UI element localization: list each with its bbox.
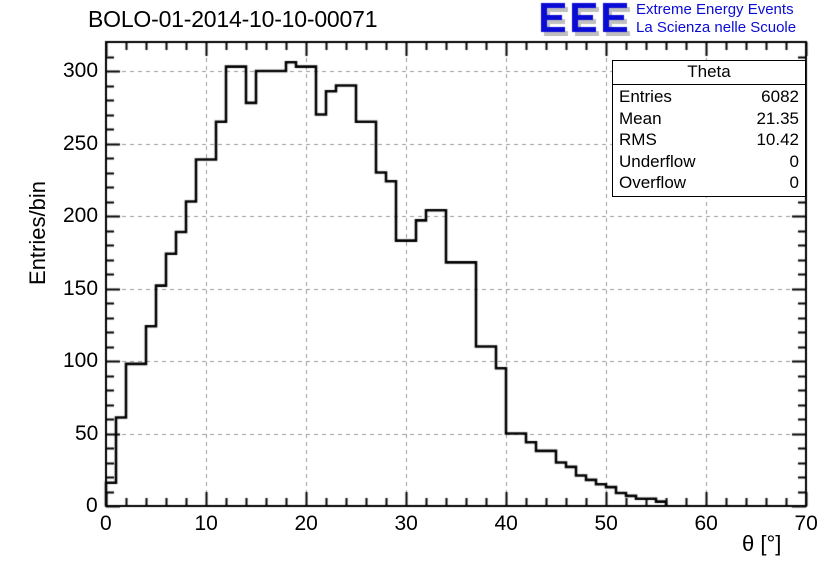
x-tick-label: 10 xyxy=(194,512,218,535)
y-tick-label: 50 xyxy=(75,421,99,445)
y-tick-label: 100 xyxy=(63,349,99,372)
stats-row-key: Mean xyxy=(619,108,662,128)
stats-row: Underflow 0 xyxy=(619,151,799,173)
x-tick-label: 30 xyxy=(394,512,418,535)
eee-logo: Extreme Energy Events La Scienza nelle S… xyxy=(540,1,836,39)
page-title: BOLO-01-2014-10-10-00071 xyxy=(88,6,378,32)
eee-logo-mark xyxy=(540,2,632,36)
stats-row: Entries 6082 xyxy=(619,86,799,108)
stats-row-value: 10.42 xyxy=(756,130,799,149)
stats-row: Mean 21.35 xyxy=(619,108,799,130)
stats-row: Overflow 0 xyxy=(619,172,799,194)
x-tick-label: 40 xyxy=(494,512,518,535)
y-tick-label: 150 xyxy=(63,276,99,300)
stats-row-value: 0 xyxy=(789,151,799,171)
x-axis-label: θ [°] xyxy=(742,531,782,556)
stats-box-title: Theta xyxy=(613,61,805,85)
stats-row: RMS 10.42 xyxy=(619,129,799,151)
y-axis-label: Entries/bin xyxy=(25,181,50,285)
y-tick-label: 300 xyxy=(63,59,99,82)
x-tick-label: 60 xyxy=(694,512,718,535)
eee-logo-line1: Extreme Energy Events xyxy=(636,1,794,18)
stats-row-value: 21.35 xyxy=(756,108,799,128)
eee-logo-text: Extreme Energy Events La Scienza nelle S… xyxy=(636,1,796,37)
stats-row-key: Entries xyxy=(619,87,672,106)
x-tick-label: 70 xyxy=(794,512,818,535)
y-tick-label: 250 xyxy=(63,131,99,155)
stats-box-rows: Entries 6082 Mean 21.35 RMS 10.42 Underflow 0 Ov… xyxy=(613,85,805,196)
eee-logo-line2: La Scienza nelle Scuole xyxy=(636,19,797,36)
stats-row-key: Underflow xyxy=(619,151,696,171)
y-tick-label: 200 xyxy=(63,204,99,227)
x-tick-label: 50 xyxy=(594,512,618,535)
x-tick-label: 20 xyxy=(294,512,318,535)
stats-row-key: Overflow xyxy=(619,173,687,192)
y-tick-label: 0 xyxy=(86,494,98,517)
stats-box: Theta Entries 6082 Mean 21.35 RMS 10.42 Underf… xyxy=(612,60,806,197)
stats-row-value: 6082 xyxy=(761,87,799,106)
stats-row-key: RMS xyxy=(619,130,657,149)
x-tick-label: 0 xyxy=(100,512,112,535)
stats-row-value: 0 xyxy=(789,173,799,192)
